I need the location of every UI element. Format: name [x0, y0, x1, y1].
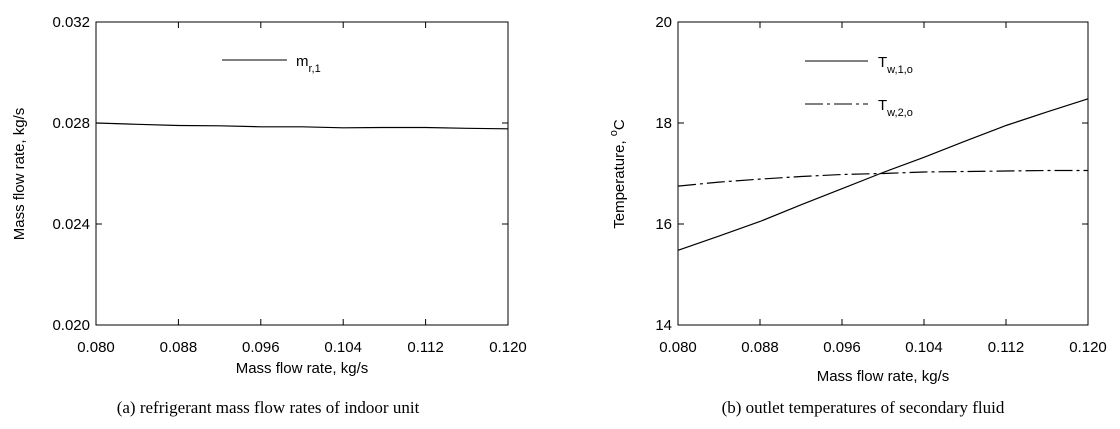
- x-axis-label: Mass flow rate, kg/s: [817, 368, 950, 385]
- x-tick-label: 0.112: [407, 339, 443, 356]
- x-tick-label: 0.088: [741, 339, 779, 356]
- y-tick-label: 20: [655, 14, 672, 31]
- caption-b: (b) outlet temperatures of secondary flu…: [722, 398, 1005, 417]
- x-tick-label: 0.120: [489, 339, 527, 356]
- series-group: [95, 122, 509, 130]
- x-tick-label: 0.104: [324, 339, 362, 356]
- series-group: [677, 98, 1089, 251]
- y-tick-label: 14: [655, 317, 672, 334]
- plot-frame: [677, 21, 1089, 326]
- panel-b: 0.080 0.088 0.096 0.104 0.112 0.120 14161820 …: [608, 14, 1107, 417]
- y-tick-label: 0.028: [52, 115, 90, 132]
- y-axis-label: Mass flow rate, kg/s: [11, 108, 28, 241]
- y-tick-label: 0.032: [52, 14, 90, 31]
- legend: mr,1: [222, 53, 321, 75]
- x-tick-label: 0.112: [988, 339, 1024, 356]
- legend-label-tw2o: Tw,2,o: [878, 97, 913, 119]
- series-line-w,1,o: [677, 98, 1089, 251]
- x-axis-ticks: 0.080 0.088 0.096 0.104 0.112 0.120: [77, 22, 527, 356]
- y-tick-label: 0.020: [52, 317, 90, 334]
- x-tick-label: 0.104: [905, 339, 943, 356]
- y-tick-label: 16: [655, 216, 672, 233]
- x-axis-label: Mass flow rate, kg/s: [236, 360, 369, 377]
- legend: Tw,1,o Tw,2,o: [805, 54, 913, 119]
- panel-a: 0.080 0.088 0.096 0.104 0.112 0.120 0.0200.02…: [11, 14, 527, 417]
- y-axis-label: Temperature, oC: [608, 119, 628, 229]
- y-tick-label: 18: [655, 115, 672, 132]
- caption-a: (a) refrigerant mass flow rates of indoo…: [117, 398, 420, 417]
- series-line-w,2,o: [677, 169, 1088, 187]
- x-tick-label: 0.096: [823, 339, 861, 356]
- y-tick-label: 0.024: [52, 216, 90, 233]
- x-tick-label: 0.120: [1069, 339, 1107, 356]
- x-axis-ticks: 0.080 0.088 0.096 0.104 0.112 0.120: [659, 22, 1107, 356]
- x-tick-label: 0.080: [77, 339, 115, 356]
- x-tick-label: 0.096: [242, 339, 280, 356]
- x-tick-label: 0.088: [160, 339, 198, 356]
- y-axis-ticks: 14 16 18 20: [655, 14, 1088, 334]
- legend-label-m-r1: mr,1: [296, 53, 321, 75]
- series-line-r,1: [95, 122, 509, 130]
- y-axis-ticks: 0.020 0.024 0.028 0.032: [52, 14, 508, 334]
- x-tick-label: 0.080: [659, 339, 697, 356]
- plot-frame: [95, 21, 509, 326]
- legend-label-tw1o: Tw,1,o: [878, 54, 913, 76]
